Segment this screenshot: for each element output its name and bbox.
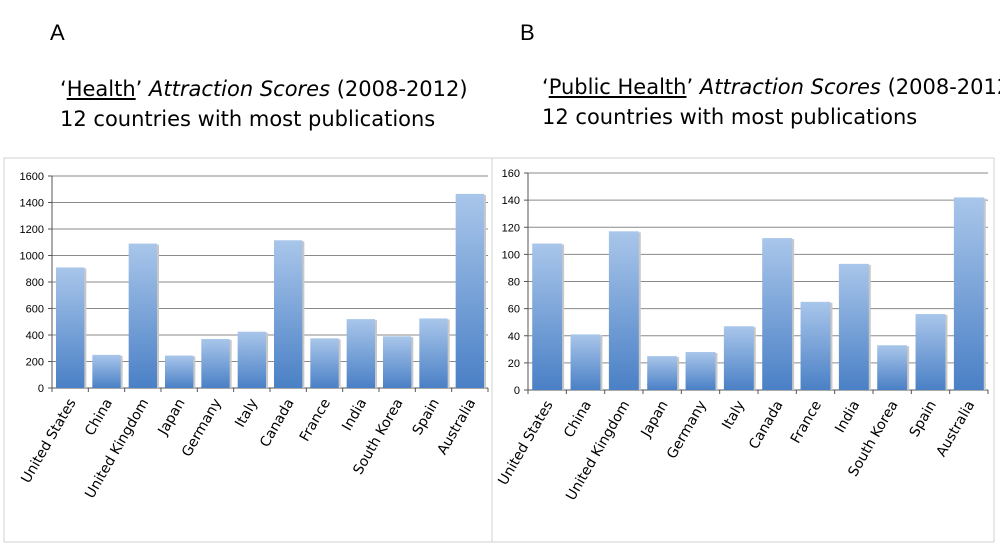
chart-b-bar-australia bbox=[953, 197, 984, 390]
chart-a-title-line1: ‘Health’ Attraction Scores (2008-2012) bbox=[60, 74, 468, 104]
chart-b-bar-france bbox=[800, 301, 831, 390]
chart-a-title-years: (2008-2012) bbox=[336, 77, 468, 101]
chart-a-title-underlined: Health bbox=[66, 77, 136, 101]
chart-b-bar-united-states bbox=[532, 243, 563, 390]
chart-a-bar-spain bbox=[419, 318, 448, 388]
chart-a-bar-germany bbox=[201, 338, 230, 388]
chart-a-y-tick-label: 1400 bbox=[20, 198, 44, 210]
chart-b-title-italic: Attraction Scores bbox=[699, 75, 881, 99]
chart-b-y-tick-label: 120 bbox=[502, 222, 520, 234]
chart-a-y-tick-label: 1600 bbox=[20, 171, 44, 183]
chart-a-bar-canada bbox=[273, 240, 303, 388]
chart-b-title: ‘Public Health’ Attraction Scores (2008-… bbox=[542, 72, 1000, 132]
chart-b-y-tick-label: 160 bbox=[502, 168, 520, 180]
chart-b-close-quote: ’ bbox=[686, 75, 694, 99]
chart-b-bar-india bbox=[838, 263, 869, 390]
chart-a-bar-united-kingdom bbox=[128, 243, 158, 388]
chart-a-y-tick-label: 0 bbox=[38, 383, 44, 395]
chart-a-subtitle: 12 countries with most publications bbox=[60, 107, 436, 131]
chart-b-y-tick-label: 0 bbox=[514, 385, 520, 397]
chart-a-bar-france bbox=[310, 338, 339, 388]
chart-b-title-underlined: Public Health bbox=[548, 75, 687, 99]
chart-a-bar-australia bbox=[455, 193, 485, 388]
chart-b-bar-italy bbox=[723, 326, 754, 390]
chart-a-title-italic: Attraction Scores bbox=[149, 77, 331, 101]
chart-b-y-tick-label: 60 bbox=[508, 304, 520, 316]
chart-b-title-line1: ‘Public Health’ Attraction Scores (2008-… bbox=[542, 72, 1000, 102]
chart-b-bar-spain bbox=[915, 314, 946, 390]
chart-a-close-quote: ’ bbox=[135, 77, 143, 101]
chart-a-y-tick-label: 1000 bbox=[20, 251, 44, 263]
chart-b-y-tick-label: 80 bbox=[508, 277, 520, 289]
chart-b-title-years: (2008-2012) bbox=[887, 75, 1000, 99]
chart-b-y-tick-label: 140 bbox=[502, 195, 520, 207]
chart-b-subtitle: 12 countries with most publications bbox=[542, 105, 918, 129]
chart-a-open-quote: ‘ bbox=[60, 77, 67, 101]
chart-b-y-tick-label: 100 bbox=[502, 249, 520, 261]
chart-b-open-quote: ‘ bbox=[542, 75, 549, 99]
chart-a-bar-india bbox=[346, 319, 376, 388]
chart-a-bar-south-korea bbox=[382, 336, 412, 388]
chart-a-y-tick-label: 600 bbox=[26, 304, 44, 316]
chart-b-bar-japan bbox=[647, 356, 678, 390]
chart-b-y-tick-label: 40 bbox=[508, 331, 520, 343]
chart-b-bar-germany bbox=[685, 352, 716, 390]
chart-b-bar-south-korea bbox=[877, 345, 908, 390]
chart-a-title: ‘Health’ Attraction Scores (2008-2012) 1… bbox=[60, 74, 468, 134]
chart-b-bar-canada bbox=[762, 238, 793, 390]
chart-a-y-tick-label: 400 bbox=[26, 330, 44, 342]
panel-a-letter: A bbox=[50, 20, 65, 45]
panel-b-letter: B bbox=[520, 20, 535, 45]
chart-a-bar-united-states bbox=[55, 267, 85, 388]
chart-b-y-tick-label: 20 bbox=[508, 358, 520, 370]
chart-a-bar-japan bbox=[164, 355, 194, 388]
chart-a-y-tick-label: 800 bbox=[26, 277, 44, 289]
chart-b-bar-united-kingdom bbox=[608, 231, 639, 390]
chart-a-bar-italy bbox=[237, 331, 267, 388]
chart-a-bar-china bbox=[92, 354, 121, 388]
chart-a-y-tick-label: 1200 bbox=[20, 224, 44, 236]
chart-a-y-tick-label: 200 bbox=[26, 357, 44, 369]
chart-b-bar-china bbox=[570, 334, 601, 390]
